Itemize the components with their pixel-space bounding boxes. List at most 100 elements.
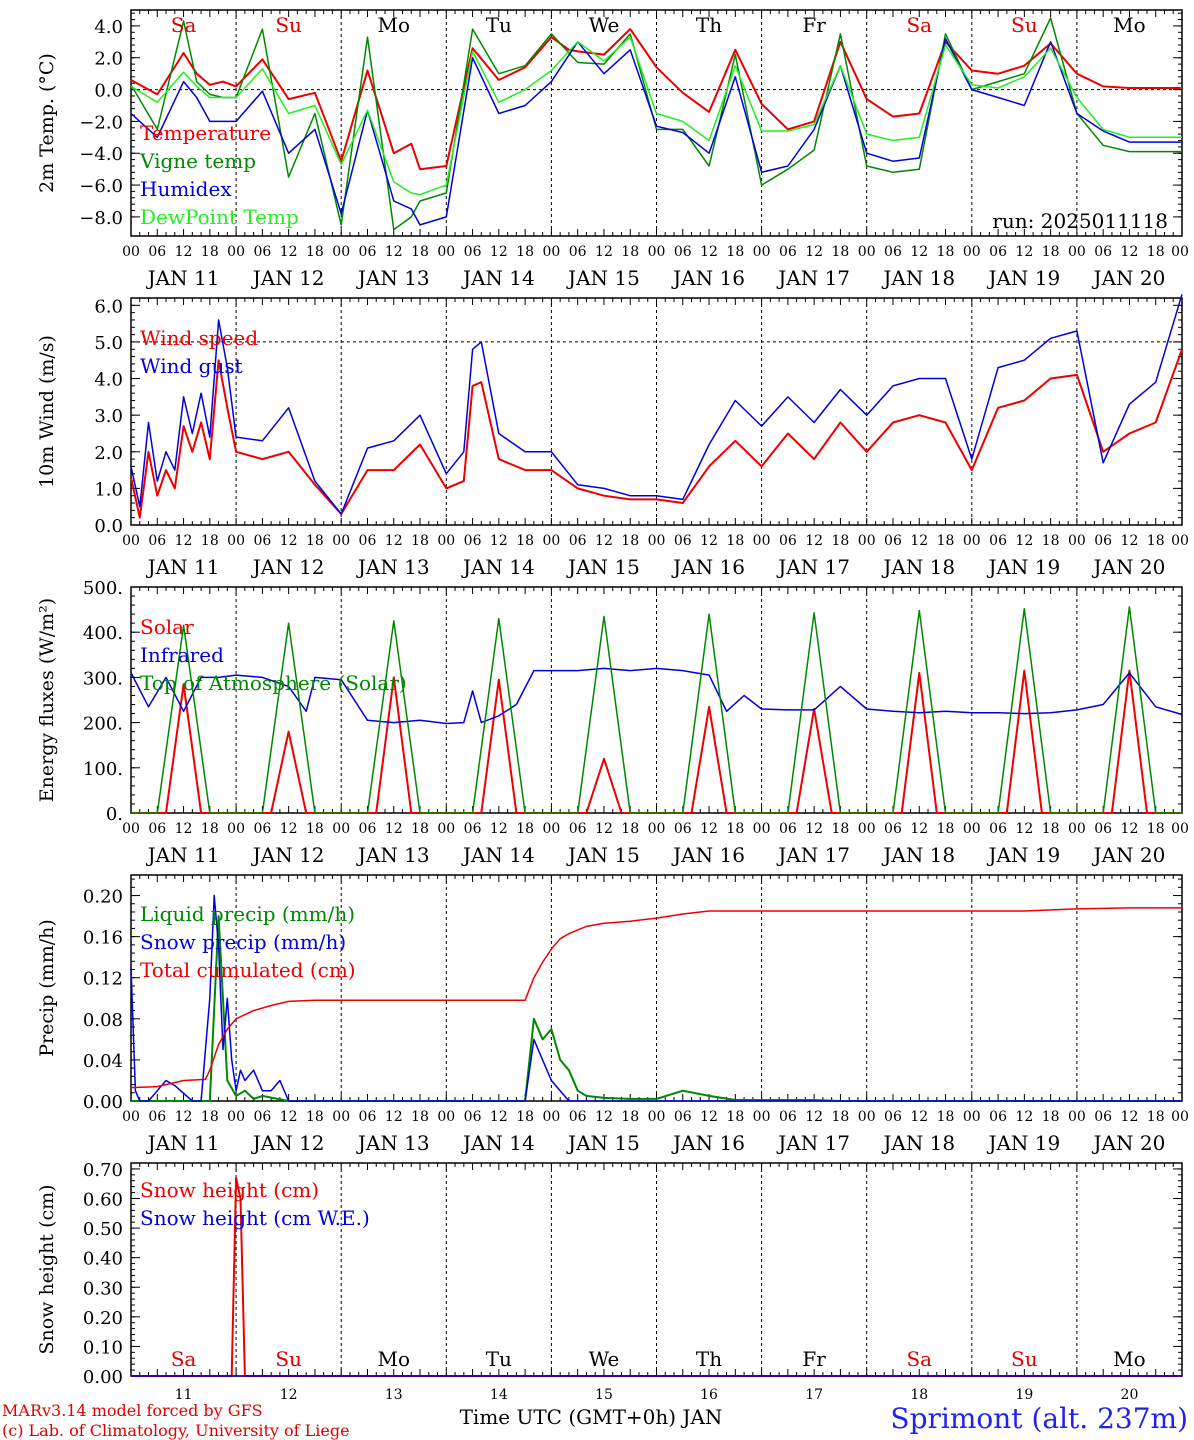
hour-tick-label: 00 xyxy=(1171,533,1189,549)
hour-tick-label: 00 xyxy=(542,533,560,549)
day-label: JAN 14 xyxy=(461,266,535,290)
hour-tick-label: 06 xyxy=(674,1109,692,1125)
hour-tick-label: 00 xyxy=(753,1109,771,1125)
y-axis-label: Snow height (cm) xyxy=(36,1184,58,1354)
legend-entry: Wind speed xyxy=(140,326,258,350)
hour-tick-label: 18 xyxy=(726,244,744,260)
legend-entry: Total cumulated (cm) xyxy=(140,958,356,982)
day-label: JAN 13 xyxy=(356,266,430,290)
y-tick-label: 0.10 xyxy=(83,1337,123,1358)
series-line-1 xyxy=(130,348,1183,519)
hour-tick-label: 12 xyxy=(595,244,613,260)
day-label: JAN 11 xyxy=(146,555,220,579)
hour-tick-label: 00 xyxy=(332,244,350,260)
hour-tick-label: 12 xyxy=(700,821,718,837)
day-label: JAN 17 xyxy=(776,266,850,290)
hour-tick-label: 06 xyxy=(989,1109,1007,1125)
legend-entry: Humidex xyxy=(140,177,232,201)
y-tick-label: 200. xyxy=(83,714,123,735)
y-tick-label: 0. xyxy=(106,804,123,825)
hour-tick-label: 12 xyxy=(1121,244,1139,260)
hour-tick-label: 00 xyxy=(437,1109,455,1125)
day-label: JAN 12 xyxy=(251,555,325,579)
day-label: JAN 20 xyxy=(1092,1131,1166,1155)
y-tick-label: 0.0 xyxy=(94,516,123,537)
hour-tick-label: 06 xyxy=(884,821,902,837)
day-number-label: 12 xyxy=(280,1387,298,1403)
weekday-label: Mo xyxy=(1113,1347,1146,1371)
y-tick-label: −6.0 xyxy=(79,176,123,197)
day-label: JAN 17 xyxy=(776,1131,850,1155)
credit-line-1: MARv3.14 model forced by GFS xyxy=(2,1401,263,1420)
hour-tick-label: 18 xyxy=(937,1109,955,1125)
panel-5: 0.00 0.10 0.20 0.30 0.40 0.50 0.60 0.70 Snow hei… xyxy=(36,1160,1183,1388)
hour-tick-label: 06 xyxy=(674,533,692,549)
day-label: JAN 20 xyxy=(1092,843,1166,867)
hour-tick-label: 06 xyxy=(464,533,482,549)
legend-entry: Temperature xyxy=(140,121,271,145)
legend-entry: Snow height (cm W.E.) xyxy=(140,1206,370,1230)
hour-tick-label: 00 xyxy=(1068,244,1086,260)
hour-tick-label: 12 xyxy=(1015,1109,1033,1125)
hour-tick-label: 12 xyxy=(700,244,718,260)
hour-tick-label: 00 xyxy=(332,821,350,837)
hour-tick-label: 12 xyxy=(595,533,613,549)
hour-tick-label: 12 xyxy=(175,244,193,260)
hour-tick-label: 00 xyxy=(1068,821,1086,837)
hour-tick-label: 00 xyxy=(1068,1109,1086,1125)
hour-tick-label: 06 xyxy=(569,1109,587,1125)
day-label: JAN 15 xyxy=(566,1131,640,1155)
day-number-label: 11 xyxy=(175,1387,193,1403)
hour-tick-label: 06 xyxy=(569,533,587,549)
hour-tick-label: 06 xyxy=(674,244,692,260)
hour-tick-label: 18 xyxy=(411,821,429,837)
hour-tick-label: 18 xyxy=(621,244,639,260)
hour-tick-label: 12 xyxy=(595,821,613,837)
day-number-label: 18 xyxy=(910,1387,928,1403)
hour-tick-label: 06 xyxy=(989,533,1007,549)
weekday-label: Mo xyxy=(377,1347,410,1371)
legend-entry: DewPoint Temp xyxy=(140,205,299,229)
y-tick-label: 5.0 xyxy=(94,333,123,354)
hour-tick-label: 00 xyxy=(332,533,350,549)
hour-tick-label: 12 xyxy=(910,244,928,260)
hour-tick-label: 12 xyxy=(700,533,718,549)
hour-tick-label: 12 xyxy=(280,821,298,837)
hour-tick-label: 00 xyxy=(542,821,560,837)
hour-tick-label: 12 xyxy=(595,1109,613,1125)
hour-tick-label: 00 xyxy=(1068,533,1086,549)
hour-tick-label: 06 xyxy=(148,821,166,837)
day-number-label: 13 xyxy=(385,1387,403,1403)
day-label: JAN 18 xyxy=(881,266,955,290)
hour-tick-label: 06 xyxy=(359,1109,377,1125)
hour-tick-label: 12 xyxy=(385,1109,403,1125)
day-label: JAN 12 xyxy=(251,1131,325,1155)
legend-entry: Vigne temp xyxy=(139,149,256,173)
y-tick-label: 4.0 xyxy=(94,370,123,391)
weekday-label: Sa xyxy=(171,1347,197,1371)
day-number-label: 17 xyxy=(805,1387,823,1403)
hour-tick-label: 00 xyxy=(542,1109,560,1125)
hour-tick-label: 06 xyxy=(1094,821,1112,837)
series-line-3 xyxy=(130,907,1182,1089)
weekday-label: Tu xyxy=(486,1347,512,1371)
weekday-label: Tu xyxy=(486,13,512,37)
y-tick-label: 6.0 xyxy=(94,296,123,317)
hour-tick-label: 06 xyxy=(1094,1109,1112,1125)
panel-3: 0. 100. 200. 300. 400. 500. Energy fluxes (W/m… xyxy=(36,578,1189,867)
legend-entry: Liquid precip (mm/h) xyxy=(140,902,355,926)
day-label: JAN 11 xyxy=(146,266,220,290)
hour-tick-label: 12 xyxy=(805,244,823,260)
hour-tick-label: 12 xyxy=(385,533,403,549)
y-axis-label: 10m Wind (m/s) xyxy=(36,335,58,488)
day-number-label: 20 xyxy=(1121,1387,1139,1403)
series-line-3 xyxy=(130,37,1182,226)
y-tick-label: 0.16 xyxy=(83,928,123,949)
hour-tick-label: 12 xyxy=(385,821,403,837)
weekday-label: Th xyxy=(696,1347,722,1371)
hour-tick-label: 06 xyxy=(674,821,692,837)
hour-tick-label: 18 xyxy=(1147,821,1165,837)
weekday-label: Th xyxy=(696,13,722,37)
hour-tick-label: 18 xyxy=(1042,1109,1060,1125)
time-axis-label: Time UTC (GMT+0h) JAN xyxy=(460,1405,723,1429)
